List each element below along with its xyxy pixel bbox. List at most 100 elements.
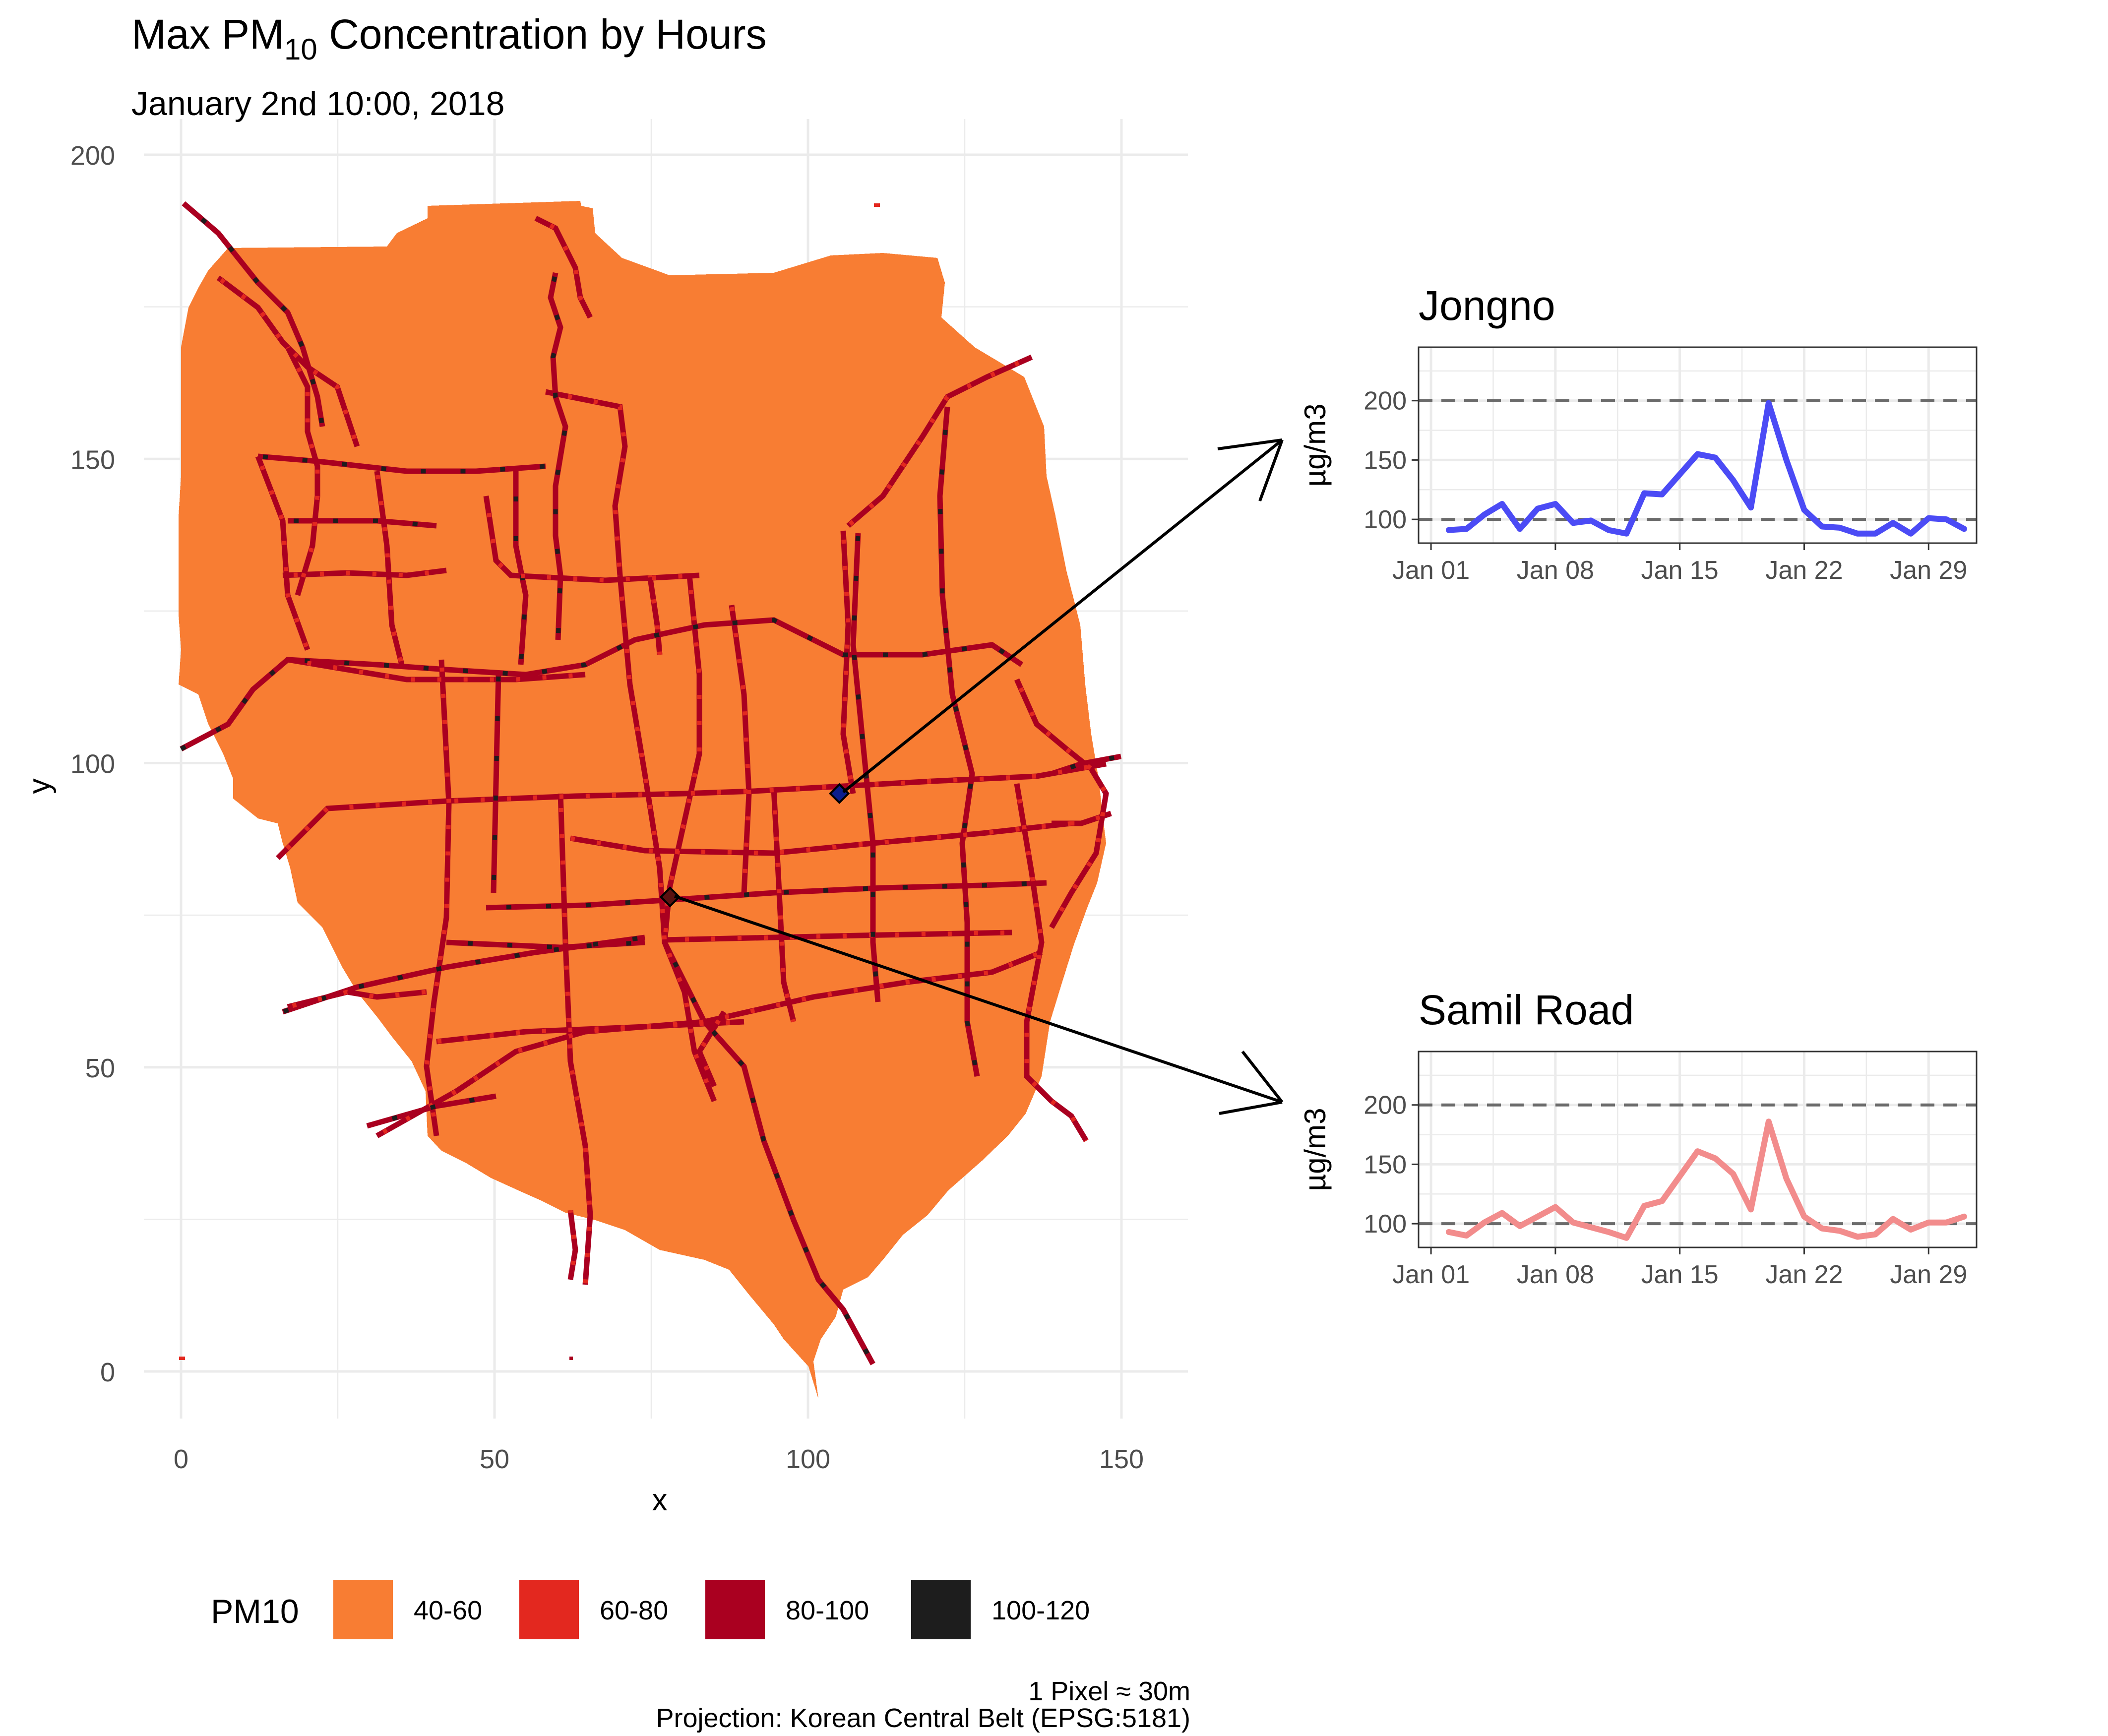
road	[446, 939, 645, 950]
data-point	[1465, 527, 1468, 531]
data-point	[1696, 452, 1699, 456]
map-x-tick-label: 50	[480, 1444, 509, 1474]
inset-panel-border	[1418, 346, 1978, 544]
road-hotspot	[288, 518, 437, 528]
map-x-tick-label: 150	[1099, 1444, 1144, 1474]
data-point	[1785, 1177, 1788, 1180]
data-point	[1732, 479, 1735, 482]
legend-label: 80-100	[786, 1596, 869, 1625]
data-point	[1785, 458, 1788, 462]
map-y-tick-label: 100	[70, 749, 115, 779]
road	[483, 496, 700, 583]
road	[374, 471, 405, 666]
data-point	[1625, 1236, 1628, 1240]
map-x-tick-label: 0	[174, 1444, 188, 1474]
data-point	[1945, 1221, 1948, 1224]
road-hotspot	[486, 880, 1047, 910]
legend-items: 40-60 60-80 80-100 100-120	[333, 1580, 1090, 1639]
data-point	[1909, 532, 1913, 535]
road	[570, 820, 1072, 856]
inset-y-tick-label: 200	[1364, 1091, 1407, 1120]
map-y-ticks: 0 50 100 150 200	[70, 141, 115, 1387]
road	[840, 530, 856, 794]
road	[216, 275, 360, 447]
data-point	[1945, 518, 1948, 521]
data-point	[1856, 1235, 1859, 1239]
road	[850, 533, 881, 1002]
data-point	[1589, 1226, 1593, 1229]
data-point	[1678, 473, 1681, 476]
map-y-tick-label: 50	[85, 1054, 115, 1083]
data-point	[1909, 1228, 1913, 1232]
data-point	[1891, 1217, 1895, 1221]
map-panel: 0 50 100 150 200 0 50 100 150 x y	[22, 119, 1188, 1517]
legend-title: PM10	[211, 1593, 299, 1630]
inset-y-tick-label: 150	[1364, 1150, 1407, 1179]
road-hotspot	[729, 605, 751, 893]
data-point	[1714, 1157, 1717, 1160]
inset-y-tick-label: 150	[1364, 446, 1407, 475]
map-y-tick-label: 0	[100, 1358, 115, 1387]
road-hotspot	[534, 216, 593, 319]
map-x-axis-label: x	[652, 1483, 668, 1517]
road	[287, 989, 427, 1010]
map-x-ticks: 0 50 100 150	[174, 1444, 1144, 1474]
road	[937, 406, 980, 1077]
data-point	[1962, 527, 1966, 531]
legend-label: 100-120	[992, 1596, 1090, 1625]
legend-key	[705, 1580, 765, 1639]
inset-y-tick-label: 100	[1364, 505, 1407, 534]
caption-projection: Projection: Korean Central Belt (EPSG:51…	[656, 1703, 1190, 1733]
station-arrows	[674, 438, 1284, 1115]
map-pixel	[874, 203, 880, 207]
data-point	[1553, 1205, 1557, 1209]
road	[662, 575, 717, 1103]
legend-label: 40-60	[414, 1596, 482, 1625]
data-point	[1643, 492, 1646, 495]
data-point	[1678, 1175, 1681, 1178]
data-point	[1802, 1215, 1806, 1218]
data-point	[1802, 508, 1806, 511]
map-y-tick-label: 200	[70, 141, 115, 171]
road	[1014, 783, 1089, 1142]
road-network	[180, 201, 1122, 1365]
road	[664, 930, 1012, 943]
legend-key	[333, 1580, 393, 1639]
road	[182, 201, 325, 427]
samil-road-arrow	[674, 895, 1284, 1115]
data-point	[1571, 521, 1575, 525]
road-hotspot	[180, 618, 1023, 751]
road	[436, 1019, 744, 1045]
inset-chart-title: Jongno	[1419, 282, 1555, 329]
inset-y-tick-label: 100	[1364, 1210, 1407, 1239]
jongno-chart: Jongno 100 150 200 Jan 01 Jan 08 Jan 15 Jan 22 J…	[1299, 282, 1978, 585]
data-point	[1571, 1221, 1575, 1224]
road-hotspot	[1014, 679, 1109, 929]
data-point	[1536, 507, 1540, 510]
road	[647, 575, 663, 655]
map-pixel	[569, 1357, 573, 1360]
data-point	[1607, 1230, 1611, 1234]
data-point	[1873, 532, 1877, 535]
data-point	[1500, 502, 1504, 505]
data-point	[1465, 1234, 1468, 1238]
road	[1052, 810, 1112, 826]
data-point	[1820, 525, 1824, 528]
inset-x-tick-label: Jan 15	[1641, 1260, 1719, 1289]
data-point	[1856, 532, 1859, 535]
map-pixel	[179, 1357, 185, 1360]
inset-x-tick-label: Jan 22	[1765, 1260, 1843, 1289]
road-hotspot	[424, 659, 451, 1136]
data-point	[1838, 526, 1842, 529]
data-point	[1820, 1227, 1824, 1230]
road	[548, 272, 568, 640]
inset-panel-border	[1418, 1051, 1978, 1248]
station-markers	[659, 783, 850, 908]
data-point	[1483, 513, 1486, 516]
legend-key	[911, 1580, 971, 1639]
inset-x-tick-label: Jan 22	[1765, 556, 1843, 585]
road	[287, 657, 586, 682]
inset-chart-title: Samil Road	[1419, 987, 1634, 1033]
data-point	[1714, 456, 1717, 459]
